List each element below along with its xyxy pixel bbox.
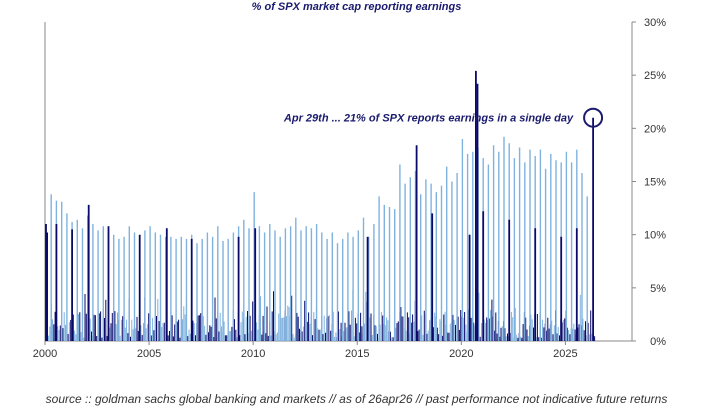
x-tick-label: 2000	[33, 348, 57, 360]
x-tick-label: 2010	[241, 348, 265, 360]
y-tick-label: 15%	[644, 177, 666, 189]
annotation-circle	[583, 107, 604, 128]
annotation-label: Apr 29th ... 21% of SPX reports earnings…	[283, 113, 574, 125]
source-note: source :: goldman sachs global banking a…	[45, 392, 668, 406]
y-tick-label: 25%	[644, 70, 666, 82]
y-tick-label: 0%	[650, 336, 666, 348]
x-tick-label: 2025	[553, 348, 577, 360]
x-tick-label: 2005	[137, 348, 161, 360]
y-tick-label: 5%	[650, 283, 666, 295]
x-tick-label: 2015	[345, 348, 369, 360]
y-tick-label: 30%	[644, 17, 666, 29]
chart-title: % of SPX market cap reporting earnings	[251, 1, 462, 13]
y-tick-label: 20%	[644, 123, 666, 135]
x-tick-label: 2020	[449, 348, 473, 360]
y-tick-label: 10%	[644, 230, 666, 242]
